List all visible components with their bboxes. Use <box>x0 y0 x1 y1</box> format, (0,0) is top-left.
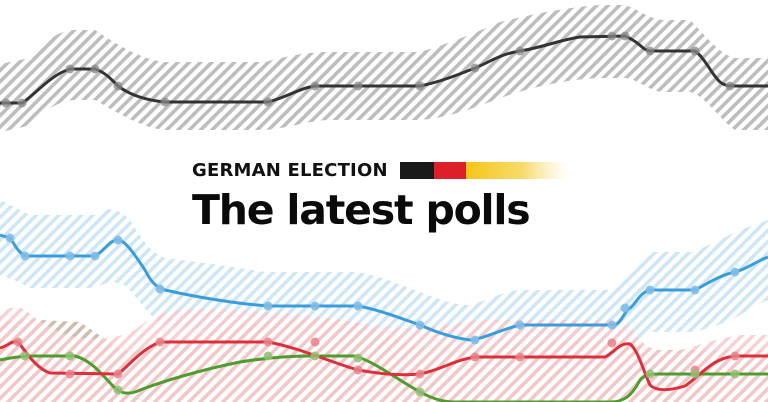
kicker-label: GERMAN ELECTION <box>192 160 388 181</box>
green-series-line <box>0 354 768 402</box>
title-block: GERMAN ELECTION The latest polls <box>192 157 612 235</box>
red-series-band <box>0 307 768 402</box>
page-title: The latest polls <box>192 186 531 234</box>
blue-series-markers <box>5 233 740 345</box>
green-series-markers <box>20 351 740 397</box>
black-series-markers <box>1 31 735 108</box>
black-series-band <box>0 5 768 132</box>
german-flag-stripe <box>400 162 570 179</box>
